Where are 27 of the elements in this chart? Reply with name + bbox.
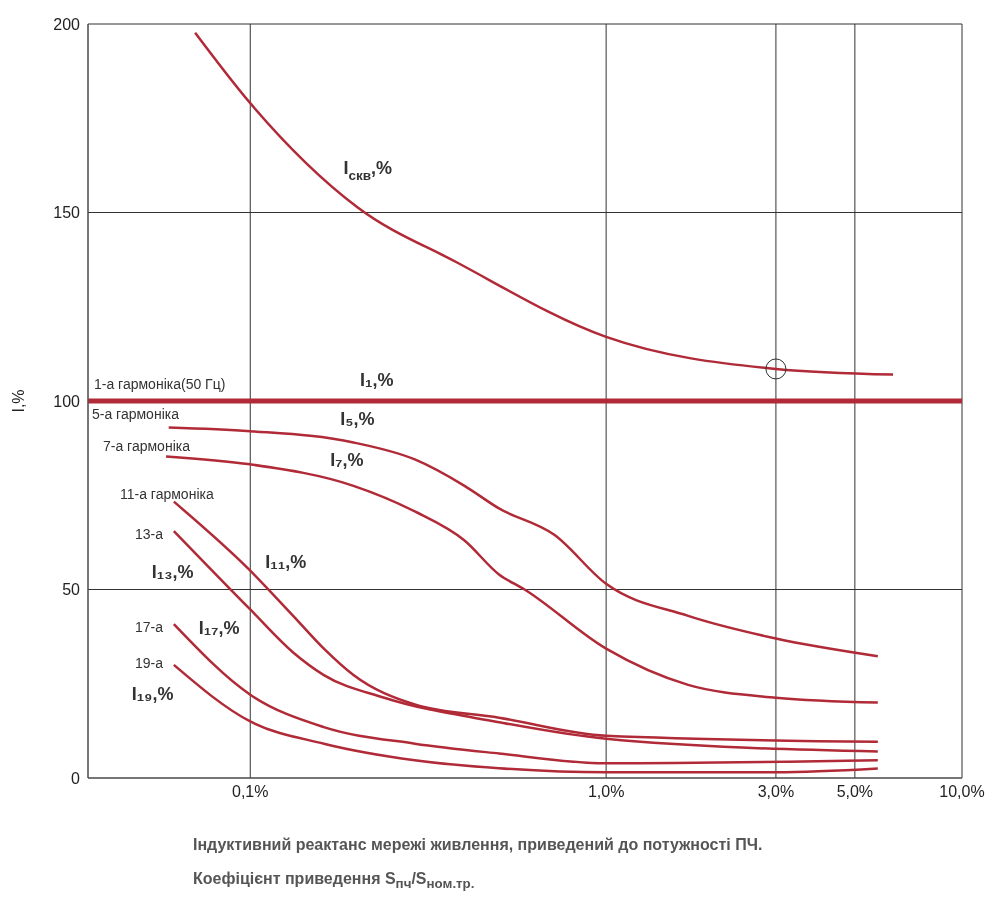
y-tick-label: 0 [71,769,81,787]
series-label: I₁,% [360,369,394,390]
annotation: 11-а гармоніка [120,485,214,502]
annotation: 13-а [135,525,164,542]
x-tick-label: 1,0% [587,783,625,801]
annotation: 1-а гармоніка(50 Гц) [94,375,226,392]
annotation: 17-а [135,618,164,635]
series-label: I₁₉,% [131,683,174,704]
series-label: I$_{скв}$,% [343,157,392,184]
series-label: I₇,% [330,450,364,471]
series-label: I₁₇,% [198,617,240,638]
series-label: I₅,% [340,408,375,429]
y-tick-label: 100 [53,392,81,410]
annotation: 7-а гармоніка [103,437,191,454]
y-tick-label: 150 [53,204,81,222]
y-axis-title: I,% [9,389,27,413]
series-label: I₁₁,% [265,551,307,572]
x-tick-label: 5,0% [836,783,874,801]
x-tick-label: 0,1% [232,783,269,801]
y-tick-label: 200 [53,15,81,33]
x-tick-label: 10,0% [939,783,985,801]
y-tick-label: 50 [62,581,81,599]
x-tick-label: 3,0% [757,783,795,801]
x-axis-title: Індуктивний реактанс мережі живлення, приведений до потужності ПЧ. Коефіцієнт приведення S$_{пч}$/S$_{ном.тр.}$ [193,835,764,894]
annotation: 19-а [135,654,164,671]
series-label: I₁₃,% [151,561,194,582]
annotation: 5-а гармоніка [92,405,180,422]
